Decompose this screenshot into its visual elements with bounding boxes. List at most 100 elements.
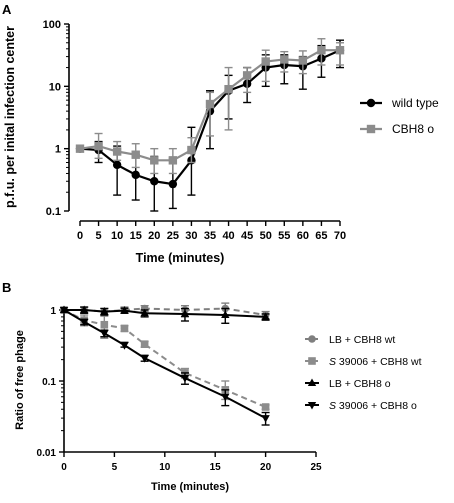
legend-entry-1: CBH8 o xyxy=(360,122,434,136)
x-tick-label: 0 xyxy=(61,462,67,473)
x-tick-label: 55 xyxy=(278,230,290,242)
data-point xyxy=(261,57,270,66)
y-tick-label: 0.1 xyxy=(46,206,61,218)
data-point xyxy=(75,144,85,153)
data-point xyxy=(261,312,270,320)
legend-label-italic: S xyxy=(329,356,336,368)
x-tick-label: 20 xyxy=(148,230,160,242)
panel-b-letter: B xyxy=(2,280,11,295)
data-point xyxy=(131,150,140,159)
legend-label: S 39006 + CBH8 o xyxy=(329,400,417,412)
legend-marker xyxy=(307,378,317,387)
y-tick-label: 1 xyxy=(55,144,61,156)
x-tick-label: 35 xyxy=(204,230,216,242)
legend-label: wild type xyxy=(391,96,439,110)
data-point xyxy=(100,307,109,315)
x-tick-label: 25 xyxy=(167,230,179,242)
panel-a-letter: A xyxy=(2,2,12,17)
legend-label: LB + CBH8 o xyxy=(329,378,391,390)
legend-marker xyxy=(308,335,316,343)
legend-label: S 39006 + CBH8 wt xyxy=(329,356,422,368)
legend-marker xyxy=(366,124,376,134)
series-1 xyxy=(60,306,270,411)
x-tick-label: 65 xyxy=(315,230,327,242)
data-point xyxy=(131,170,140,180)
y-tick-label: 0.01 xyxy=(37,448,57,459)
data-point xyxy=(150,156,159,165)
panel-a-y-axis-label: p.f.u. per inital infection center xyxy=(3,26,17,208)
data-point xyxy=(317,45,326,55)
series-1 xyxy=(75,38,345,175)
data-point xyxy=(100,320,109,329)
data-point xyxy=(298,56,308,65)
data-point xyxy=(221,393,230,402)
legend-label: CBH8 o xyxy=(392,122,434,136)
data-point xyxy=(205,99,215,109)
x-tick-label: 40 xyxy=(222,230,234,242)
data-point xyxy=(79,305,89,314)
series-2 xyxy=(59,305,270,324)
y-tick-label: 10 xyxy=(49,81,61,93)
legend-entry-1: S 39006 + CBH8 wt xyxy=(305,356,422,368)
data-point xyxy=(335,45,345,55)
legend-marker xyxy=(307,401,317,410)
legend-label-rest: 39006 + CBH8 wt xyxy=(336,356,422,368)
x-tick-label: 50 xyxy=(260,230,272,242)
data-point xyxy=(112,160,122,170)
data-point xyxy=(120,342,129,350)
legend-entry-2: LB + CBH8 o xyxy=(305,378,391,390)
data-point xyxy=(120,324,129,333)
legend-entry-0: LB + CBH8 wt xyxy=(305,334,395,346)
y-tick-label: 0.1 xyxy=(42,377,56,388)
data-point xyxy=(242,71,252,80)
data-point xyxy=(280,55,289,64)
panel-a-x-axis-label: Time (minutes) xyxy=(136,251,225,265)
x-tick-label: 5 xyxy=(96,230,102,242)
legend-marker xyxy=(308,357,316,365)
panel-b-x-axis-label: Time (minutes) xyxy=(151,481,229,493)
series-line xyxy=(63,309,267,420)
x-tick-label: 70 xyxy=(334,230,346,242)
data-point xyxy=(261,415,270,423)
data-point xyxy=(187,145,196,155)
data-point xyxy=(221,310,230,319)
x-tick-label: 5 xyxy=(112,462,118,473)
legend-entry-3: S 39006 + CBH8 o xyxy=(305,400,417,412)
x-tick-label: 15 xyxy=(130,230,142,242)
data-point xyxy=(140,340,149,348)
x-tick-label: 20 xyxy=(260,462,272,473)
data-point xyxy=(94,141,103,151)
x-tick-label: 25 xyxy=(310,462,322,473)
x-tick-label: 10 xyxy=(159,462,171,473)
data-point xyxy=(168,179,178,189)
series-line xyxy=(63,309,266,408)
x-tick-label: 0 xyxy=(77,230,83,242)
data-point xyxy=(112,147,122,156)
data-point xyxy=(59,306,69,315)
data-point xyxy=(150,177,159,186)
data-point xyxy=(79,318,89,327)
data-point xyxy=(120,306,129,314)
legend-label: LB + CBH8 wt xyxy=(329,334,395,346)
panel-b: B Time (minutes) Ratio of free phage 0.0… xyxy=(2,280,422,493)
y-tick-label: 1 xyxy=(50,306,56,317)
x-tick-label: 60 xyxy=(297,230,309,242)
data-point xyxy=(180,375,190,383)
y-tick-label: 100 xyxy=(43,19,61,31)
panel-a: A Time (minutes) p.f.u. per inital infec… xyxy=(2,2,439,265)
x-tick-label: 10 xyxy=(111,230,123,242)
legend-label-rest: 39006 + CBH8 o xyxy=(336,400,417,412)
panel-b-y-axis-label: Ratio of free phage xyxy=(14,330,26,430)
series-line xyxy=(64,309,266,318)
legend-marker xyxy=(366,98,376,108)
data-point xyxy=(261,403,270,411)
series-3 xyxy=(59,306,270,426)
data-point xyxy=(140,308,149,317)
data-point xyxy=(224,84,233,94)
x-tick-label: 15 xyxy=(210,462,222,473)
data-point xyxy=(168,156,178,165)
legend-label-italic: S xyxy=(329,400,336,412)
data-point xyxy=(180,309,190,317)
